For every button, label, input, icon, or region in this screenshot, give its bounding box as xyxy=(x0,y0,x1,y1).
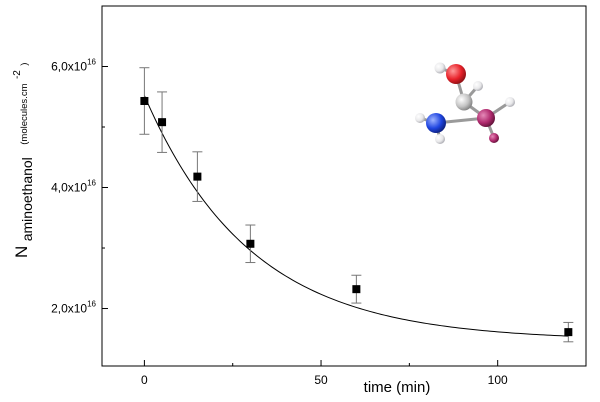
molecule-icon xyxy=(415,62,515,144)
x-tick-label: 100 xyxy=(488,373,508,387)
y-axis-ticks: 2,0x1016 4,0x1016 6,0x1016 xyxy=(51,58,108,316)
y-axis-title-unit-close: ) xyxy=(19,63,30,66)
y-axis-title-main: N xyxy=(12,246,31,258)
y-tick-label: 4,0x1016 xyxy=(51,179,96,195)
data-point xyxy=(564,328,573,337)
x-axis-ticks: 0 50 100 xyxy=(141,360,508,387)
y-tick-label: 2,0x1016 xyxy=(51,300,96,316)
y-axis-title-unit-exponent: -2 xyxy=(12,70,23,79)
y-axis-title: N aminoethanol (molecules.cm -2 ) xyxy=(7,63,36,258)
data-point xyxy=(352,285,361,294)
x-tick-label: 50 xyxy=(314,373,328,387)
svg-text:N aminoethanol (mo: N aminoethanol (molecules.cm -2 ) xyxy=(7,63,36,258)
x-axis-title: time (min) xyxy=(364,379,431,396)
data-point xyxy=(193,172,202,181)
data-point xyxy=(158,118,167,127)
error-bars xyxy=(139,67,574,343)
y-tick-label: 6,0x1016 xyxy=(51,58,96,74)
plot-frame xyxy=(101,5,587,367)
data-point xyxy=(246,239,255,248)
x-tick-label: 0 xyxy=(141,373,148,387)
fit-curve xyxy=(143,95,569,337)
data-point xyxy=(140,96,149,105)
data-points xyxy=(140,96,573,337)
fit-curve-layer xyxy=(143,95,569,337)
y-axis-title-subscript: aminoethanol xyxy=(19,157,35,241)
y-axis-title-unit: (molecules.cm xyxy=(19,83,30,144)
